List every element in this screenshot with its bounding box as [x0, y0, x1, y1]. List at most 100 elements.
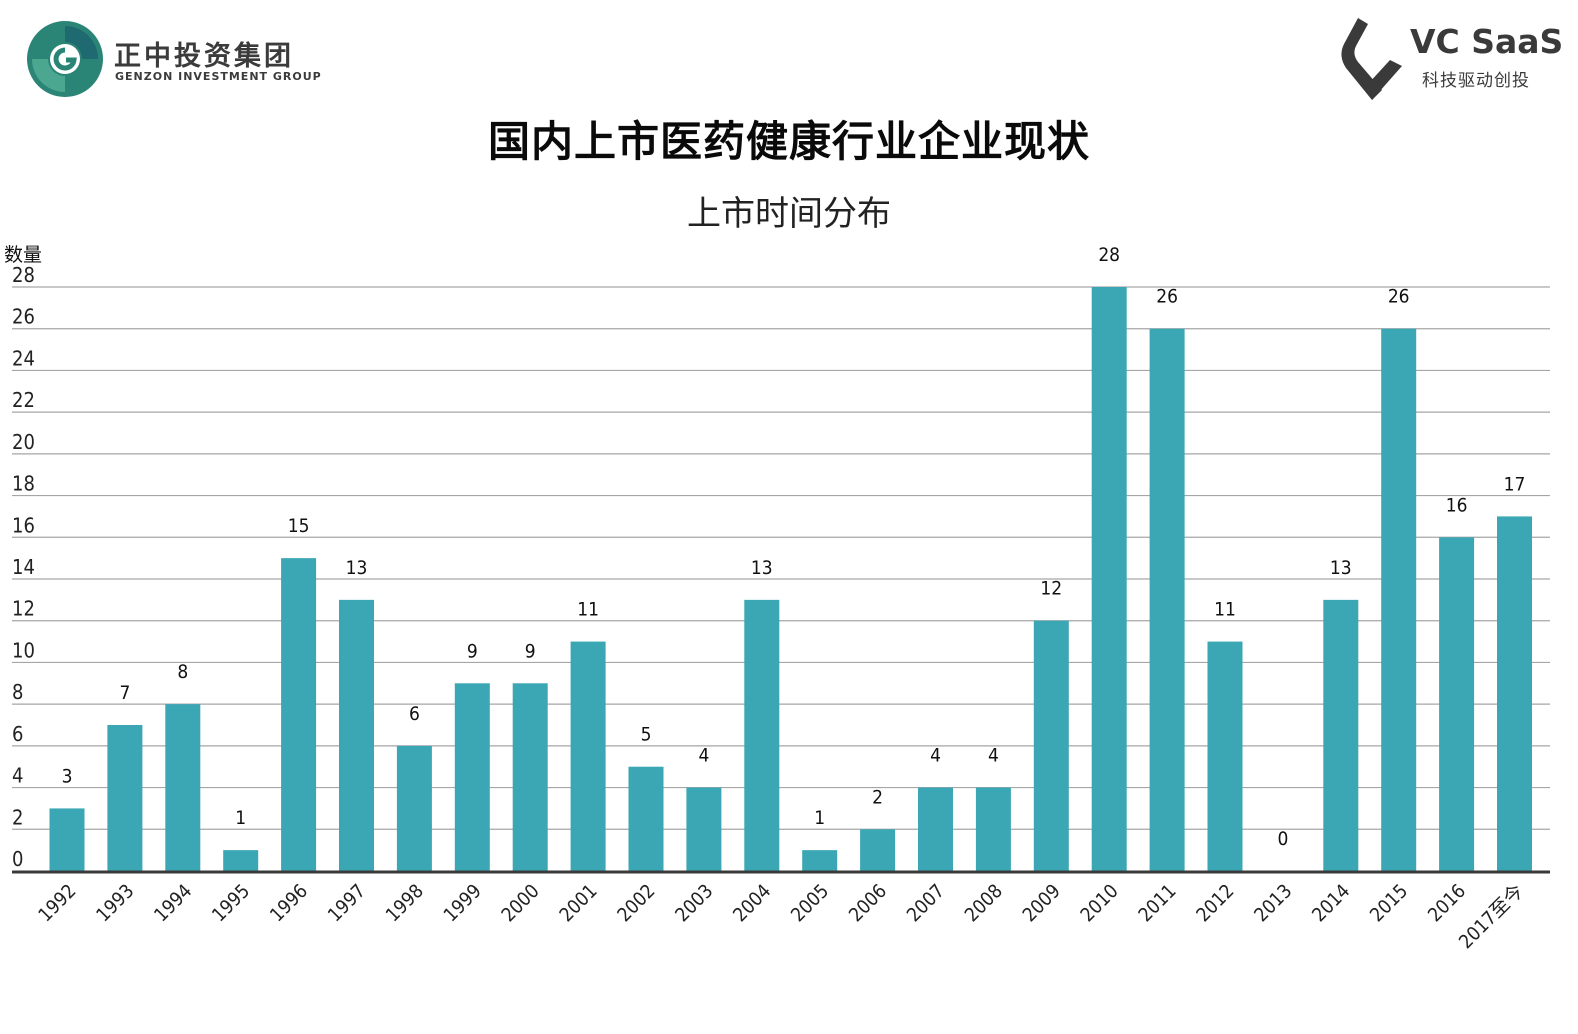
- x-tick-label: 2009: [1019, 880, 1065, 926]
- x-tick-label: 2010: [1076, 880, 1122, 926]
- data-label: 11: [577, 599, 599, 621]
- bar: [396, 745, 432, 871]
- bar: [454, 683, 490, 871]
- x-tick-label: 2016: [1424, 880, 1470, 926]
- data-label: 1: [814, 807, 825, 829]
- data-label: 4: [930, 745, 941, 767]
- data-label: 26: [1388, 286, 1410, 308]
- data-label: 9: [525, 640, 536, 662]
- x-tick-label: 2004: [729, 880, 775, 926]
- genzon-logo-icon: [27, 21, 103, 97]
- x-tick-label: 2017至今: [1455, 880, 1528, 953]
- page-title: 国内上市医药健康行业企业现状: [487, 117, 1090, 166]
- data-label: 11: [1214, 599, 1236, 621]
- bar: [165, 704, 201, 871]
- x-tick-label: 1993: [92, 880, 138, 926]
- y-tick-label: 0: [12, 847, 23, 871]
- x-tick-label: 2015: [1366, 880, 1412, 926]
- y-tick-label: 16: [12, 513, 35, 537]
- genzon-logo: 正中投资集团 GENZON INVESTMENT GROUP: [26, 20, 326, 102]
- bar: [339, 599, 374, 871]
- x-tick-label: 2000: [497, 880, 543, 926]
- y-tick-label: 6: [12, 722, 23, 746]
- x-tick-label: 2005: [787, 880, 833, 926]
- x-tick-label: 1998: [382, 880, 428, 926]
- bar: [1323, 599, 1359, 871]
- bar: [860, 829, 896, 871]
- x-tick-label: 2013: [1250, 880, 1296, 926]
- x-tick-label: 1992: [34, 880, 80, 926]
- bar: [628, 766, 664, 871]
- y-tick-label: 12: [12, 597, 35, 621]
- data-label: 5: [641, 724, 652, 746]
- genzon-logo-cn-text: 正中投资集团: [114, 41, 294, 72]
- data-label: 2: [872, 786, 883, 808]
- x-tick-label: 1997: [324, 880, 370, 926]
- bar: [918, 787, 953, 871]
- vc-saas-tagline-text: 科技驱动创投: [1422, 71, 1530, 91]
- x-tick-label: 1996: [266, 880, 312, 926]
- data-label: 13: [1330, 557, 1352, 579]
- data-label: 7: [119, 682, 130, 704]
- bar: [1381, 328, 1417, 871]
- x-tick-label: 2002: [613, 880, 659, 926]
- y-tick-label: 22: [12, 388, 35, 412]
- bar: [1497, 516, 1532, 871]
- data-label: 17: [1504, 473, 1526, 495]
- y-tick-label: 26: [12, 305, 35, 329]
- x-tick-label: 1999: [440, 880, 486, 926]
- x-tick-label: 2014: [1308, 880, 1354, 926]
- bar: [1033, 620, 1069, 871]
- bar: [802, 850, 838, 871]
- y-tick-label: 8: [12, 680, 23, 704]
- x-tick-label: 1994: [150, 880, 196, 926]
- data-label: 15: [288, 515, 310, 537]
- bar: [1149, 328, 1185, 871]
- data-label: 28: [1098, 244, 1120, 266]
- bar: [512, 683, 548, 871]
- data-label: 16: [1446, 494, 1468, 516]
- data-label: 6: [409, 703, 420, 725]
- vc-saas-brand-text: VC SaaS: [1410, 22, 1564, 61]
- data-label: 12: [1040, 578, 1062, 600]
- x-tick-label: 2007: [903, 880, 949, 926]
- x-tick-label: 1995: [208, 880, 254, 926]
- y-tick-label: 14: [12, 555, 35, 579]
- bar: [570, 641, 606, 871]
- data-label: 1: [235, 807, 246, 829]
- y-tick-label: 10: [12, 638, 35, 662]
- data-label: 3: [62, 765, 73, 787]
- bar: [1439, 537, 1475, 871]
- data-label: 13: [346, 557, 368, 579]
- x-tick-label: 2003: [671, 880, 717, 926]
- x-tick-label: 2011: [1134, 880, 1180, 926]
- y-tick-label: 18: [12, 472, 35, 496]
- bar: [1207, 641, 1243, 871]
- y-tick-label: 20: [12, 430, 35, 454]
- bar: [107, 725, 143, 871]
- x-tick-label: 2001: [555, 880, 601, 926]
- bar: [49, 808, 85, 871]
- bar: [1091, 287, 1127, 871]
- data-label: 8: [177, 661, 188, 683]
- y-tick-label: 24: [12, 346, 35, 370]
- vc-saas-logo: VC SaaS 科技驱动创投: [1338, 16, 1563, 102]
- bar: [975, 787, 1011, 871]
- bar: [686, 787, 722, 871]
- x-tick-label: 2012: [1192, 880, 1238, 926]
- data-label: 9: [467, 640, 478, 662]
- bar: [281, 558, 317, 871]
- data-label: 4: [988, 745, 999, 767]
- y-axis-label: 数量: [4, 244, 43, 266]
- y-tick-label: 4: [12, 764, 23, 788]
- genzon-logo-en-text: GENZON INVESTMENT GROUP: [115, 70, 322, 83]
- data-label: 13: [751, 557, 773, 579]
- bar: [744, 599, 780, 871]
- data-label: 4: [698, 745, 709, 767]
- chart-title: 上市时间分布: [687, 194, 891, 234]
- data-label: 0: [1277, 828, 1288, 850]
- x-tick-label: 2008: [961, 880, 1007, 926]
- y-tick-label: 2: [12, 805, 23, 829]
- vc-saas-logo-icon: [1341, 18, 1402, 100]
